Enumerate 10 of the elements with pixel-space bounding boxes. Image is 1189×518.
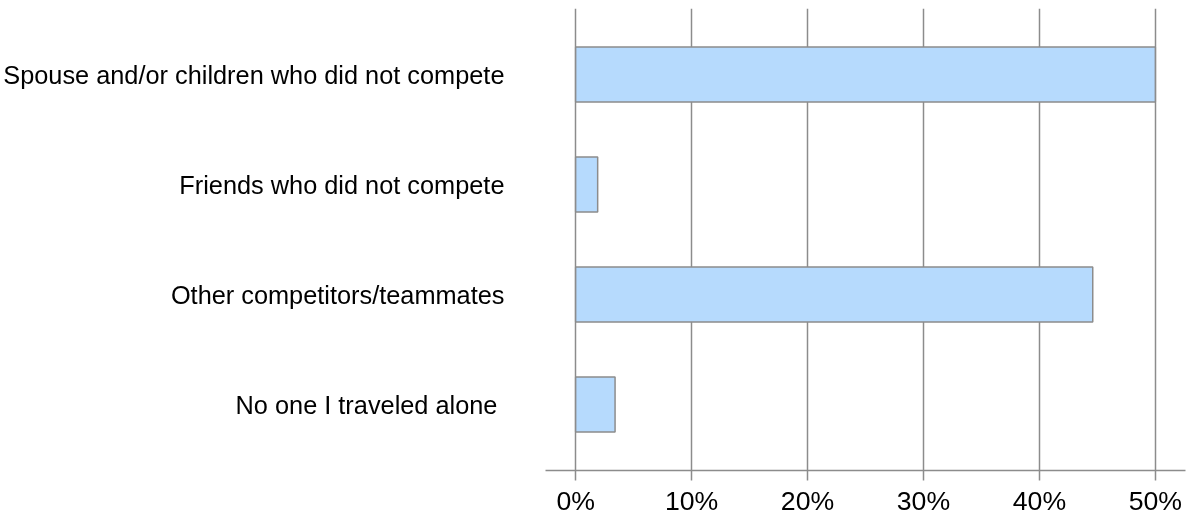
y-tick-label: Spouse and/or children who did not compete [3,60,505,89]
x-tick-label: 30% [896,485,951,516]
x-tick-label: 10% [664,485,719,516]
x-tick-label: 50% [1128,485,1183,516]
x-tick-label: 40% [1012,485,1067,516]
y-tick-label: Friends who did not compete [179,170,505,199]
x-tick-label: 0% [556,485,595,516]
x-tick-label: 20% [780,485,835,516]
y-tick-label: No one I traveled alone [235,390,498,419]
y-tick-label: Other competitors/teammates [170,280,505,309]
